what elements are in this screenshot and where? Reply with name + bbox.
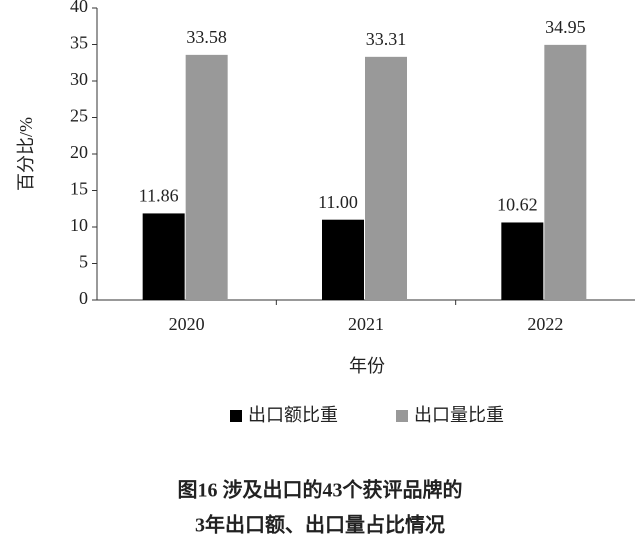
- value-label: 34.95: [545, 17, 586, 37]
- y-axis-label: 百分比/%: [16, 117, 36, 191]
- x-tick-label: 2020: [169, 314, 205, 334]
- y-tick-label: 25: [70, 106, 88, 126]
- caption-line: 图16 涉及出口的43个获评品牌的: [178, 478, 463, 502]
- value-label: 33.31: [366, 29, 407, 49]
- value-label: 10.62: [497, 195, 538, 215]
- y-tick-label: 40: [70, 0, 88, 16]
- x-tick-label: 2022: [527, 314, 563, 334]
- y-tick-label: 15: [70, 179, 88, 199]
- bar: [501, 222, 544, 300]
- bar: [365, 56, 407, 300]
- value-label: 33.58: [186, 27, 227, 47]
- legend-label: 出口量比重: [414, 405, 504, 425]
- bar: [185, 54, 228, 301]
- caption-line: 3年出口额、出口量占比情况: [195, 513, 445, 537]
- value-label: 11.00: [318, 192, 358, 212]
- legend-swatch: [230, 410, 242, 422]
- y-tick-label: 0: [79, 288, 88, 308]
- x-axis-label: 年份: [349, 356, 385, 376]
- y-tick-label: 10: [70, 215, 88, 235]
- bar: [322, 219, 364, 300]
- value-label: 11.86: [139, 186, 179, 206]
- y-tick-label: 30: [70, 69, 88, 89]
- bar: [544, 44, 587, 300]
- legend-swatch: [396, 410, 408, 422]
- y-tick-label: 35: [70, 33, 88, 53]
- bar: [142, 213, 185, 300]
- legend-label: 出口额比重: [248, 405, 338, 425]
- x-tick-label: 2021: [348, 314, 384, 334]
- y-tick-label: 5: [79, 252, 88, 272]
- y-tick-label: 20: [70, 142, 88, 162]
